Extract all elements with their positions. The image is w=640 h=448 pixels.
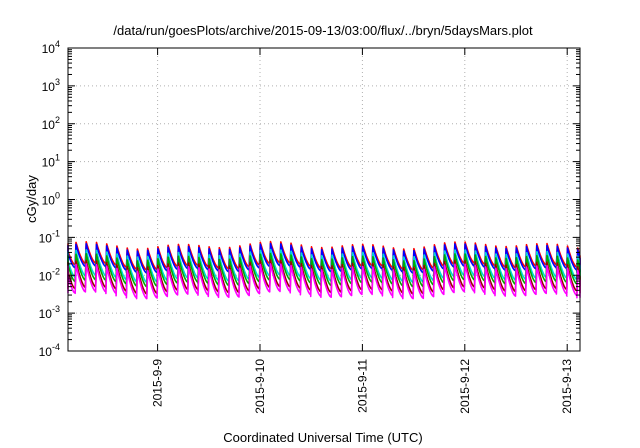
series-line-5 [67,259,581,295]
y-tick-label: 104 [42,39,60,56]
y-tick-exponent: -1 [52,228,60,238]
y-tick-base: 10 [42,156,56,170]
series-lines [67,240,581,300]
y-tick-label: 100 [42,191,60,208]
series-line-6 [67,263,581,300]
y-tick-label: 101 [42,153,60,170]
series-line-2 [67,242,581,274]
y-tick-base: 10 [39,231,53,245]
y-tick-exponent: 4 [55,39,60,49]
y-tick-exponent: 3 [55,77,60,87]
x-tick-label: 2015-9-9 [151,359,165,407]
series-line-3 [67,248,581,284]
y-tick-label: 103 [42,77,60,94]
y-tick-base: 10 [39,269,53,283]
y-tick-label: 10-3 [39,304,60,321]
y-tick-base: 10 [39,345,53,359]
y-tick-base: 10 [42,118,56,132]
y-tick-exponent: 1 [55,153,60,163]
series-line-1 [67,240,581,271]
x-axis-label: Coordinated Universal Time (UTC) [223,430,422,445]
y-tick-exponent: 2 [55,115,60,125]
x-tick-label: 2015-9-11 [355,359,369,413]
y-tick-label: 10-4 [39,342,60,359]
x-axis-ticks: 2015-9-9 2015-9-10 2015-9-11 2015-9-12 2015-… [151,48,574,414]
x-tick-label: 2015-9-13 [560,359,574,414]
y-tick-exponent: 0 [55,191,60,201]
y-axis-label: cGy/day [24,175,39,223]
y-tick-exponent: -4 [52,342,60,352]
x-tick-label: 2015-9-12 [458,359,472,414]
chart-title: /data/run/goesPlots/archive/2015-09-13/0… [113,23,533,38]
y-tick-label: 102 [42,115,60,132]
y-tick-label: 10-2 [39,266,60,283]
y-tick-label: 10-1 [39,228,60,245]
y-tick-exponent: -3 [52,304,60,314]
series-line-4 [67,252,581,288]
x-tick-label: 2015-9-10 [253,359,267,414]
y-tick-base: 10 [39,307,53,321]
y-tick-exponent: -2 [52,266,60,276]
y-tick-base: 10 [42,42,56,56]
y-tick-base: 10 [42,80,56,94]
y-tick-base: 10 [42,194,56,208]
